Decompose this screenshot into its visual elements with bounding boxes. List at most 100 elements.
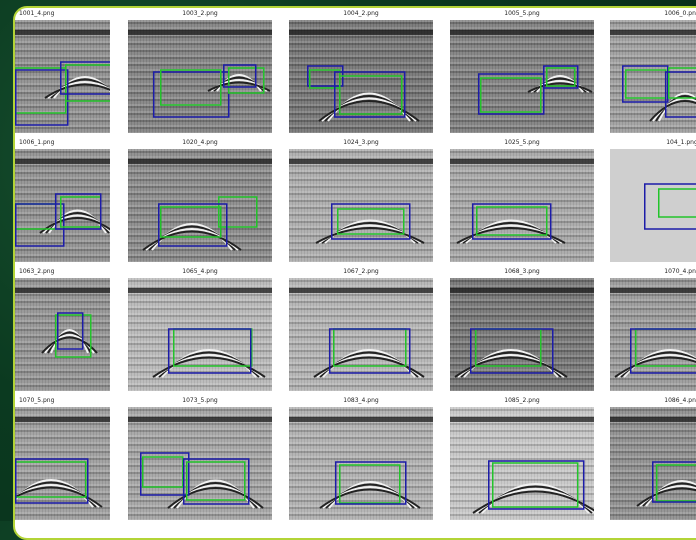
overlay bbox=[610, 407, 696, 520]
ground-truth-box bbox=[626, 70, 666, 98]
surface-band bbox=[15, 417, 110, 422]
hyperbola bbox=[153, 358, 265, 378]
overlay bbox=[15, 149, 110, 262]
gpr-image bbox=[128, 149, 272, 262]
gpr-image bbox=[128, 20, 272, 133]
overlay bbox=[610, 149, 696, 262]
gpr-image bbox=[15, 407, 110, 520]
gpr-image bbox=[610, 149, 696, 262]
surface-band bbox=[610, 30, 696, 35]
surface-band bbox=[128, 159, 272, 164]
image-label: 1067_2.png bbox=[289, 268, 433, 276]
overlay bbox=[15, 278, 110, 391]
gpr-image bbox=[15, 278, 110, 391]
image-label: 1085_2.png bbox=[450, 397, 594, 405]
ground-truth-box bbox=[61, 197, 101, 227]
surface-band bbox=[450, 159, 594, 164]
surface-band bbox=[128, 30, 272, 35]
gpr-image bbox=[289, 20, 433, 133]
ground-truth-box bbox=[340, 76, 402, 114]
ground-truth-box bbox=[143, 457, 183, 487]
overlay bbox=[450, 149, 594, 262]
overlay bbox=[289, 407, 433, 520]
image-label: 1004_2.png bbox=[289, 10, 433, 18]
overlay bbox=[450, 278, 594, 391]
gpr-image bbox=[450, 149, 594, 262]
surface-band bbox=[610, 417, 696, 422]
image-label: 1086_4.png bbox=[610, 397, 696, 405]
gpr-image bbox=[128, 407, 272, 520]
surface-band bbox=[450, 288, 594, 293]
surface-band bbox=[15, 288, 110, 293]
overlay bbox=[128, 407, 272, 520]
surface-band bbox=[128, 417, 272, 422]
image-label: 1006_1.png bbox=[19, 139, 54, 147]
predicted-box bbox=[154, 72, 229, 117]
surface-band bbox=[289, 159, 433, 164]
hyperbola bbox=[455, 358, 567, 378]
overlay bbox=[610, 20, 696, 133]
gpr-image bbox=[610, 407, 696, 520]
gpr-image bbox=[610, 20, 696, 133]
image-grid: 1001_4.png 1003_2.png 1004_2.png 1005_5.png… bbox=[13, 6, 696, 540]
ground-truth-box bbox=[161, 70, 221, 105]
overlay bbox=[128, 149, 272, 262]
overlay bbox=[289, 149, 433, 262]
ground-truth-box bbox=[659, 189, 696, 217]
gpr-image bbox=[15, 20, 110, 133]
gpr-image bbox=[289, 278, 433, 391]
overlay bbox=[128, 278, 272, 391]
image-label: 1025_5.png bbox=[450, 139, 594, 147]
overlay bbox=[15, 20, 110, 133]
overlay bbox=[610, 278, 696, 391]
overlay bbox=[289, 278, 433, 391]
image-label: 1024_3.png bbox=[289, 139, 433, 147]
predicted-box bbox=[308, 66, 343, 86]
overlay bbox=[15, 407, 110, 520]
ground-truth-box bbox=[481, 78, 541, 112]
image-label: 1003_2.png bbox=[128, 10, 272, 18]
gpr-image bbox=[289, 149, 433, 262]
predicted-box bbox=[623, 66, 668, 102]
surface-band bbox=[15, 30, 110, 35]
image-label: 1005_5.png bbox=[450, 10, 594, 18]
overlay bbox=[289, 20, 433, 133]
gpr-image bbox=[128, 278, 272, 391]
image-label: 1006_0.png bbox=[610, 10, 696, 18]
image-label: 1065_4.png bbox=[128, 268, 272, 276]
image-label: 104_1.png bbox=[610, 139, 696, 147]
image-label: 1073_5.png bbox=[128, 397, 272, 405]
gpr-image bbox=[450, 407, 594, 520]
image-label: 1068_3.png bbox=[450, 268, 594, 276]
ground-truth-box bbox=[219, 197, 257, 227]
predicted-box bbox=[645, 184, 696, 229]
overlay bbox=[128, 20, 272, 133]
gpr-image bbox=[610, 278, 696, 391]
image-label: 1001_4.png bbox=[19, 10, 54, 18]
image-label: 1070_5.png bbox=[19, 397, 54, 405]
page: {"tiles": [ {"label": "1001_4.png"}, {"l… bbox=[0, 0, 696, 521]
hyperbola bbox=[473, 492, 594, 514]
surface-band bbox=[450, 30, 594, 35]
predicted-box bbox=[16, 70, 68, 125]
image-label: 1063_2.png bbox=[19, 268, 54, 276]
surface-band bbox=[610, 288, 696, 293]
surface-band bbox=[289, 30, 433, 35]
overlay bbox=[450, 20, 594, 133]
surface-band bbox=[128, 288, 272, 293]
image-label: 1020_4.png bbox=[128, 139, 272, 147]
gpr-image bbox=[15, 149, 110, 262]
surface-band bbox=[289, 417, 433, 422]
predicted-box bbox=[141, 453, 189, 495]
image-label: 1070_4.png bbox=[610, 268, 696, 276]
surface-band bbox=[450, 417, 594, 422]
overlay bbox=[450, 407, 594, 520]
gpr-image bbox=[450, 20, 594, 133]
image-label: 1083_4.png bbox=[289, 397, 433, 405]
gpr-image bbox=[289, 407, 433, 520]
predicted-box bbox=[479, 74, 544, 114]
gpr-image bbox=[450, 278, 594, 391]
surface-band bbox=[15, 159, 110, 164]
surface-band bbox=[289, 288, 433, 293]
predicted-box bbox=[16, 204, 64, 246]
